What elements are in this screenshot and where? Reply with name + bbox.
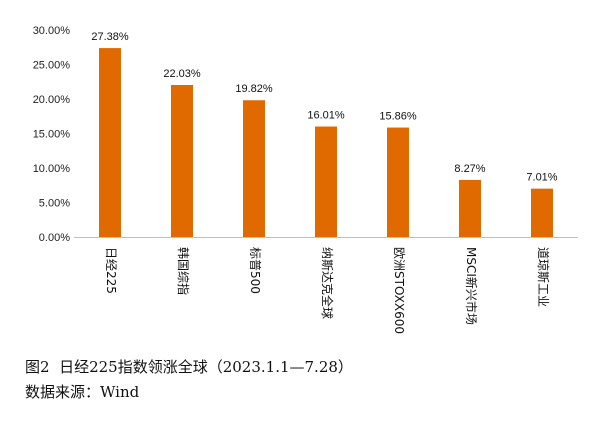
- bar-chart: 0.00% 5.00% 10.00% 15.00% 20.00% 25.00% 30.00%…: [33, 25, 578, 334]
- y-tick-label: 0.00%: [39, 232, 70, 244]
- data-label: 8.27%: [454, 163, 485, 175]
- category-label: 欧洲STOXX600: [392, 247, 406, 334]
- y-axis-ticks: 0.00% 5.00% 10.00% 15.00% 20.00% 25.00% 30.00%: [33, 25, 71, 244]
- bar: [315, 126, 337, 237]
- data-label: 16.01%: [307, 110, 345, 122]
- figure-caption: 图2 日经225指数领涨全球（2023.1.1—7.28）: [25, 358, 353, 376]
- data-label: 19.82%: [235, 83, 273, 95]
- data-label: 22.03%: [163, 68, 201, 80]
- data-labels: 27.38% 22.03% 19.82% 16.01% 15.86% 8.27% 7.01%: [91, 31, 557, 184]
- category-labels: 日经225 韩国综指 标普500 纳斯达克全球 欧洲STOXX600 MSCI新兴市场 道琼…: [104, 247, 551, 334]
- category-label: MSCI新兴市场: [464, 247, 479, 325]
- bar: [531, 188, 553, 237]
- bar: [99, 48, 121, 237]
- data-label: 7.01%: [526, 172, 557, 184]
- bar: [243, 100, 265, 237]
- category-label: 韩国综指: [176, 247, 191, 295]
- y-tick-label: 25.00%: [33, 60, 71, 72]
- y-tick-label: 15.00%: [33, 129, 71, 141]
- data-label: 15.86%: [379, 111, 417, 123]
- category-label: 标普500: [248, 247, 262, 294]
- y-tick-label: 10.00%: [33, 163, 71, 175]
- category-label: 道琼斯工业: [536, 247, 551, 307]
- bar: [387, 127, 409, 237]
- y-tick-label: 5.00%: [39, 198, 70, 210]
- y-tick-label: 30.00%: [33, 25, 71, 37]
- bars: [99, 48, 553, 237]
- category-label: 纳斯达克全球: [320, 247, 335, 319]
- source-note: 数据来源：Wind: [25, 383, 140, 401]
- category-label: 日经225: [104, 247, 118, 294]
- data-label: 27.38%: [91, 31, 129, 43]
- bar: [171, 84, 193, 237]
- bar: [459, 179, 481, 237]
- y-tick-label: 20.00%: [33, 94, 71, 106]
